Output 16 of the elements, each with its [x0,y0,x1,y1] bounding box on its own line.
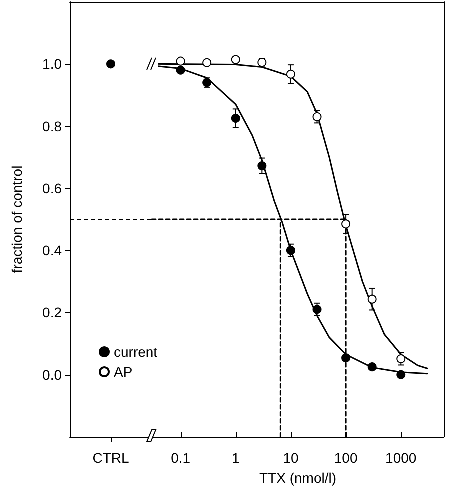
x-tick-label: 1000 [386,450,417,466]
legend-label: AP [114,364,133,380]
y-tick-label: 1.0 [42,56,62,72]
y-tick-label: 0.4 [42,242,62,259]
y-tick-label: 0.0 [42,366,62,383]
legend-label: current [114,344,158,360]
x-tick-label: CTRL [92,450,130,466]
x-tick-label: 10 [283,450,299,466]
y-axis-title: fraction of control [9,166,25,274]
x-tick-label: 100 [334,450,358,466]
y-tick-label: 0.2 [42,304,62,321]
x-axis-title: TTX (nmol/l) [260,470,336,486]
y-tick-label: 0.6 [42,180,62,196]
y-tick-label: 0.8 [42,118,62,134]
x-tick-label: 1 [232,450,240,466]
x-tick-label: 0.1 [171,450,191,466]
